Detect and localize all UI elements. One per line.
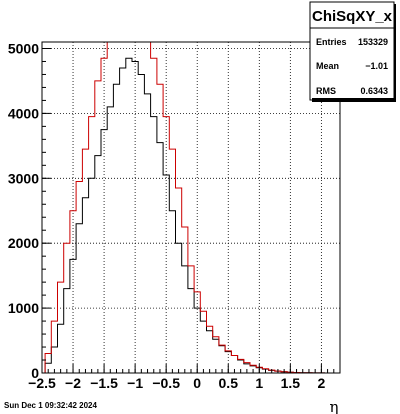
stats-label-mean: Mean xyxy=(316,61,339,71)
x-tick-label-6: 0.5 xyxy=(219,375,239,391)
y-tick-label-3: 3000 xyxy=(8,170,39,186)
plot-series-group xyxy=(44,42,337,373)
y-tick-label-1: 1000 xyxy=(8,300,39,316)
x-tick-label-0: −2.5 xyxy=(28,375,56,391)
stats-value-mean: −1.01 xyxy=(365,61,388,71)
stats-label-rms: RMS xyxy=(316,86,336,96)
x-tick-label-8: 1.5 xyxy=(281,375,301,391)
stats-box[interactable]: ChiSqXY_x Entries 153329 Mean −1.01 RMS … xyxy=(309,1,396,102)
stats-label-entries: Entries xyxy=(316,37,347,47)
stats-box-frame xyxy=(309,1,395,101)
x-tick-label-7: 1 xyxy=(255,375,263,391)
stats-value-entries: 153329 xyxy=(358,37,388,47)
x-tick-label-9: 2 xyxy=(317,375,325,391)
x-tick-label-3: −1 xyxy=(127,375,143,391)
y-tick-label-4: 4000 xyxy=(8,105,39,121)
x-axis-title: η xyxy=(330,398,339,414)
y-tick-label-0: 0 xyxy=(31,365,39,381)
x-tick-label-4: −0.5 xyxy=(152,375,180,391)
y-tick-label-5: 5000 xyxy=(8,40,39,56)
x-tick-label-2: −1.5 xyxy=(90,375,118,391)
x-tick-label-5: 0 xyxy=(193,375,201,391)
stats-title: ChiSqXY_x xyxy=(312,8,393,25)
axis-ticks: −2.5 −2 −1.5 −1 −0.5 0 0.5 1 1.5 2 0 1000 2000 3000 40… xyxy=(8,40,341,391)
stats-box-shadow-right xyxy=(394,4,396,102)
stats-value-rms: 0.6343 xyxy=(360,86,388,96)
histogram-series-1 xyxy=(44,42,337,373)
y-tick-label-2: 2000 xyxy=(8,235,39,251)
timestamp-footer: Sun Dec 1 09:32:42 2024 xyxy=(4,401,97,410)
x-tick-label-1: −2 xyxy=(65,375,81,391)
stats-box-shadow-bottom xyxy=(312,98,396,102)
